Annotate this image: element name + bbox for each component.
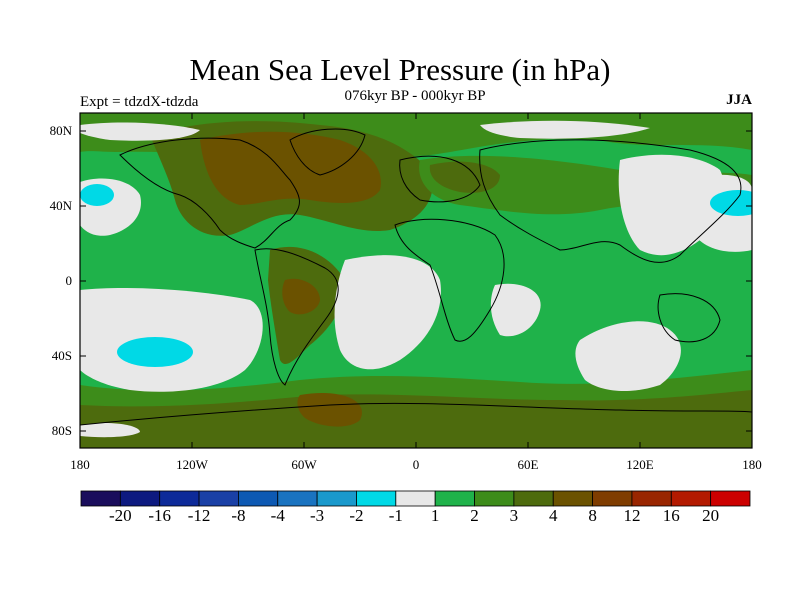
field-npacific-negative [80, 184, 114, 206]
lon-label-120e: 120E [626, 457, 654, 472]
field-arctic-neutral-e [480, 120, 650, 139]
field-antarctic-core [297, 392, 362, 427]
field-antarctic-neutral [80, 422, 140, 438]
coast-antarctica [80, 402, 752, 426]
map-subtitle: 076kyr BP - 000kyr BP [344, 88, 486, 104]
coast-europe [399, 155, 481, 203]
coast-africa [394, 218, 505, 342]
field-satlantic-neutral [334, 255, 441, 370]
colorbar-label: 16 [662, 506, 680, 525]
colorbar-swatch [592, 490, 633, 507]
colorbar-swatch [434, 490, 475, 507]
field-natlantic-core [200, 131, 381, 205]
axis-ticks [80, 113, 752, 448]
colorbar-swatch [198, 490, 239, 507]
coast-greenland [289, 128, 366, 176]
coast-north-america [119, 137, 300, 249]
colorbar-label: -12 [187, 506, 211, 525]
colorbar-label: -20 [109, 506, 132, 525]
colorbar-swatch [513, 490, 554, 507]
colorbar-label: -8 [231, 506, 246, 525]
field-indian-s-neutral [575, 321, 681, 392]
field-wpacific-negative [710, 190, 752, 216]
colorbar-swatch [80, 490, 121, 507]
colorbar-swatch [356, 490, 397, 507]
lon-label-120w: 120W [176, 457, 208, 472]
colorbar [80, 490, 751, 507]
field-samerica-core [282, 278, 320, 315]
colorbar-swatch [238, 490, 279, 507]
colorbar-swatch [631, 490, 672, 507]
lat-label-0: 0 [65, 273, 73, 288]
colorbar-swatch [670, 490, 712, 507]
colorbar-label: -1 [388, 506, 403, 525]
colorbar-swatch [474, 490, 515, 507]
colorbar-label: -16 [148, 506, 172, 525]
coast-south-america [254, 248, 339, 386]
coast-asia [479, 139, 742, 263]
colorbar-label: 20 [702, 506, 720, 525]
colorbar-label: 8 [588, 506, 597, 525]
colorbar-label: -4 [270, 506, 285, 525]
experiment-label: Expt = tdzdX-tdzda [80, 94, 199, 110]
colorbar-swatch [316, 490, 357, 507]
season-label: JJA [726, 92, 752, 108]
coast-australia [657, 293, 721, 343]
map-title: Mean Sea Level Pressure (in hPa) [189, 52, 611, 87]
colorbar-label: 1 [430, 506, 440, 525]
lat-label-40n: 40N [49, 198, 72, 213]
field-antarctic-band [80, 390, 752, 448]
field-europe-core [429, 161, 500, 193]
lon-label-0: 0 [412, 457, 420, 472]
pressure-field [80, 113, 752, 448]
coastlines [80, 128, 752, 426]
colorbar-swatch [552, 490, 593, 507]
colorbar-label: -3 [310, 506, 325, 525]
field-spacific-negative [117, 337, 193, 367]
lat-label-40s: 40S [51, 348, 72, 363]
lat-label-80s: 80S [51, 423, 72, 438]
field-arctic-neutral-w [80, 122, 200, 141]
field-indian-w-neutral [490, 283, 541, 337]
lon-label-180w: 180 [70, 457, 90, 472]
lon-label-60w: 60W [291, 457, 317, 472]
colorbar-label: 3 [509, 506, 519, 525]
colorbar-swatch [119, 490, 161, 507]
lon-label-180e: 180 [742, 457, 762, 472]
colorbar-swatch [159, 490, 200, 507]
colorbar-swatch [710, 490, 751, 507]
colorbar-swatch [395, 490, 436, 507]
colorbar-label: 4 [548, 506, 558, 525]
colorbar-label: 2 [470, 506, 479, 525]
colorbar-label: -2 [349, 506, 364, 525]
lon-label-60e: 60E [517, 457, 539, 472]
colorbar-label: 12 [623, 506, 641, 525]
lat-label-80n: 80N [49, 123, 72, 138]
colorbar-swatch [277, 490, 318, 507]
